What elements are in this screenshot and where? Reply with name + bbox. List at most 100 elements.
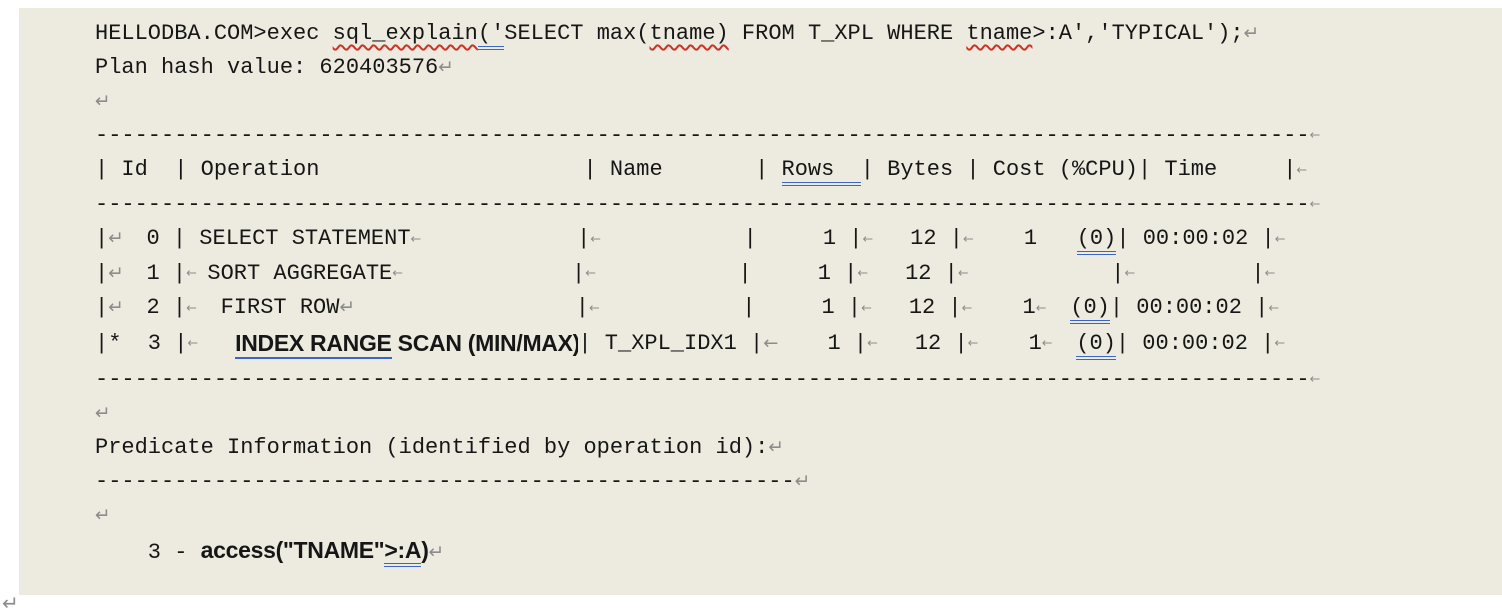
text-segment <box>1050 331 1076 356</box>
text-segment: SORT AGGREGATE <box>194 260 393 286</box>
text-segment: ----------------------------------------… <box>95 366 1310 392</box>
return-mark-icon: ↵ <box>95 403 111 425</box>
text-segment: | <box>95 260 109 286</box>
text-segment: 12 | <box>870 226 963 252</box>
text-segment: | <box>95 226 109 252</box>
text-segment: | Bytes | Cost (%CPU)| Time | <box>860 157 1297 183</box>
command-line: HELLODBA.COM>exec sql_explain('SELECT ma… <box>95 17 1502 51</box>
plan-hash-line: Plan hash value: 620403576↵ <box>95 51 1502 85</box>
text-segment: 1 <box>969 295 1036 321</box>
return-mark-icon: ↵ <box>108 297 124 319</box>
tab-mark-icon: ← <box>588 300 600 316</box>
text-segment: 12 | <box>869 295 962 321</box>
text-segment: SELECT max( <box>504 21 650 46</box>
predicate-access-line: 3 - access("TNAME">:A)↵ <box>95 533 1502 570</box>
tab-mark-icon: ← <box>1296 162 1308 178</box>
text-segment: 1 <box>971 226 1077 252</box>
plan-row-2: |↵ 2 |← FIRST ROW↵ |← | 1 |← 12 |← 1← (0… <box>95 291 1502 325</box>
return-mark-icon: ↵ <box>108 262 124 284</box>
return-mark-icon: ↵ <box>428 542 445 564</box>
tab-mark-icon: ← <box>1309 197 1321 213</box>
text-segment: | 1 | <box>598 226 863 252</box>
text-segment: | <box>351 295 589 321</box>
text-segment: | <box>1132 260 1265 286</box>
text-segment <box>196 331 236 356</box>
plan-row-1: |↵ 1 |← SORT AGGREGATE← |← | 1 |← 12 |← … <box>95 257 1502 291</box>
predicate-heading-line: Predicate Information (identified by ope… <box>95 431 1502 465</box>
text-segment: (0) <box>1076 330 1116 360</box>
table-header-row: | Id | Operation | Name | Rows | Bytes |… <box>95 153 1502 187</box>
tab-mark-icon: ← <box>590 231 601 247</box>
text-segment: sql_explain <box>332 21 478 46</box>
text-segment: | <box>400 260 586 286</box>
text-segment: (' <box>477 21 505 50</box>
return-mark-icon: ↵ <box>339 297 356 319</box>
plan-output: HELLODBA.COM>exec sql_explain('SELECT ma… <box>19 8 1502 595</box>
table-separator-top: ----------------------------------------… <box>95 119 1502 153</box>
text-segment: | T_XPL_IDX1 | <box>578 330 764 356</box>
text-segment: INDEX RANGE <box>235 329 392 359</box>
text-segment: SCAN (MIN/MAX) <box>391 329 579 356</box>
tab-mark-icon: ← <box>585 266 596 282</box>
tab-mark-icon: ← <box>862 231 874 247</box>
tab-mark-icon: ← <box>1041 336 1053 352</box>
text-segment: 12 | <box>875 330 968 356</box>
tab-mark-icon: ← <box>1268 300 1280 316</box>
table-separator-bottom: ----------------------------------------… <box>95 363 1502 397</box>
text-segment: ----------------------------------------… <box>95 123 1310 148</box>
tab-mark-icon: ← <box>1309 128 1321 144</box>
table-separator-header: ----------------------------------------… <box>95 188 1502 222</box>
predicate-separator: ----------------------------------------… <box>95 465 1502 499</box>
text-segment: | 00:00:02 | <box>1115 330 1275 356</box>
tab-mark-icon: ← <box>1264 266 1276 282</box>
text-segment: FIRST ROW <box>194 295 340 321</box>
tab-mark-icon: ← <box>1274 336 1286 352</box>
return-mark-icon: ↵ <box>95 505 111 527</box>
tab-mark-icon: ← <box>1035 300 1047 316</box>
tab-mark-icon: ← <box>186 266 197 282</box>
text-segment: FROM T_XPL WHERE <box>728 21 967 46</box>
text-segment: | <box>95 295 109 321</box>
text-segment: 12 | <box>865 260 958 286</box>
text-segment <box>1044 295 1070 320</box>
text-segment: ----------------------------------------… <box>95 191 1310 217</box>
return-mark-icon: ↵ <box>768 437 784 459</box>
return-mark-icon: ↵ <box>2 591 19 615</box>
text-segment: | 00:00:02 | <box>1116 226 1275 252</box>
text-segment: access("TNAME" <box>200 537 385 564</box>
return-mark-icon: ↵ <box>1243 23 1260 44</box>
text-segment: 2 | <box>120 295 187 321</box>
text-segment: 1 | <box>774 330 868 356</box>
blank-line: ↵ <box>95 499 1502 533</box>
tab-mark-icon: ← <box>1124 266 1136 282</box>
return-mark-icon: ↵ <box>95 91 111 112</box>
text-segment: 0 | SELECT STATEMENT <box>120 226 411 252</box>
text-segment: ) <box>421 537 429 564</box>
tab-mark-icon: ← <box>1309 372 1321 388</box>
tab-mark-icon: ← <box>857 266 869 282</box>
text-segment: | <box>418 226 591 252</box>
text-segment: >:A <box>384 537 422 568</box>
text-segment: Plan hash value: 620403576 <box>95 55 439 80</box>
text-segment: Rows <box>781 157 861 187</box>
tab-mark-icon: ← <box>867 336 878 352</box>
tab-mark-icon: ← <box>410 231 422 247</box>
text-segment: (0) <box>1070 295 1110 325</box>
text-segment: INDEX RANGE SCAN (MIN/MAX) <box>235 326 578 363</box>
tab-mark-icon: ← <box>392 266 403 282</box>
return-mark-icon: ↵ <box>438 57 454 78</box>
text-segment: | 1 | <box>597 295 862 321</box>
text-segment: ----------------------------------------… <box>95 469 795 495</box>
text-segment: | <box>966 260 1125 286</box>
tab-mark-icon: ← <box>961 300 973 316</box>
tab-mark-icon: ← <box>763 332 779 354</box>
text-segment: 1 | <box>120 260 187 286</box>
text-segment: |* 3 | <box>95 330 188 356</box>
text-segment: | 1 | <box>593 260 858 286</box>
tab-mark-icon: ← <box>861 300 872 316</box>
blank-line: ↵ <box>95 85 1502 119</box>
return-mark-icon: ↵ <box>794 471 811 493</box>
text-segment: Predicate Information (identified by ope… <box>95 435 769 461</box>
text-segment: tname) <box>649 21 729 46</box>
